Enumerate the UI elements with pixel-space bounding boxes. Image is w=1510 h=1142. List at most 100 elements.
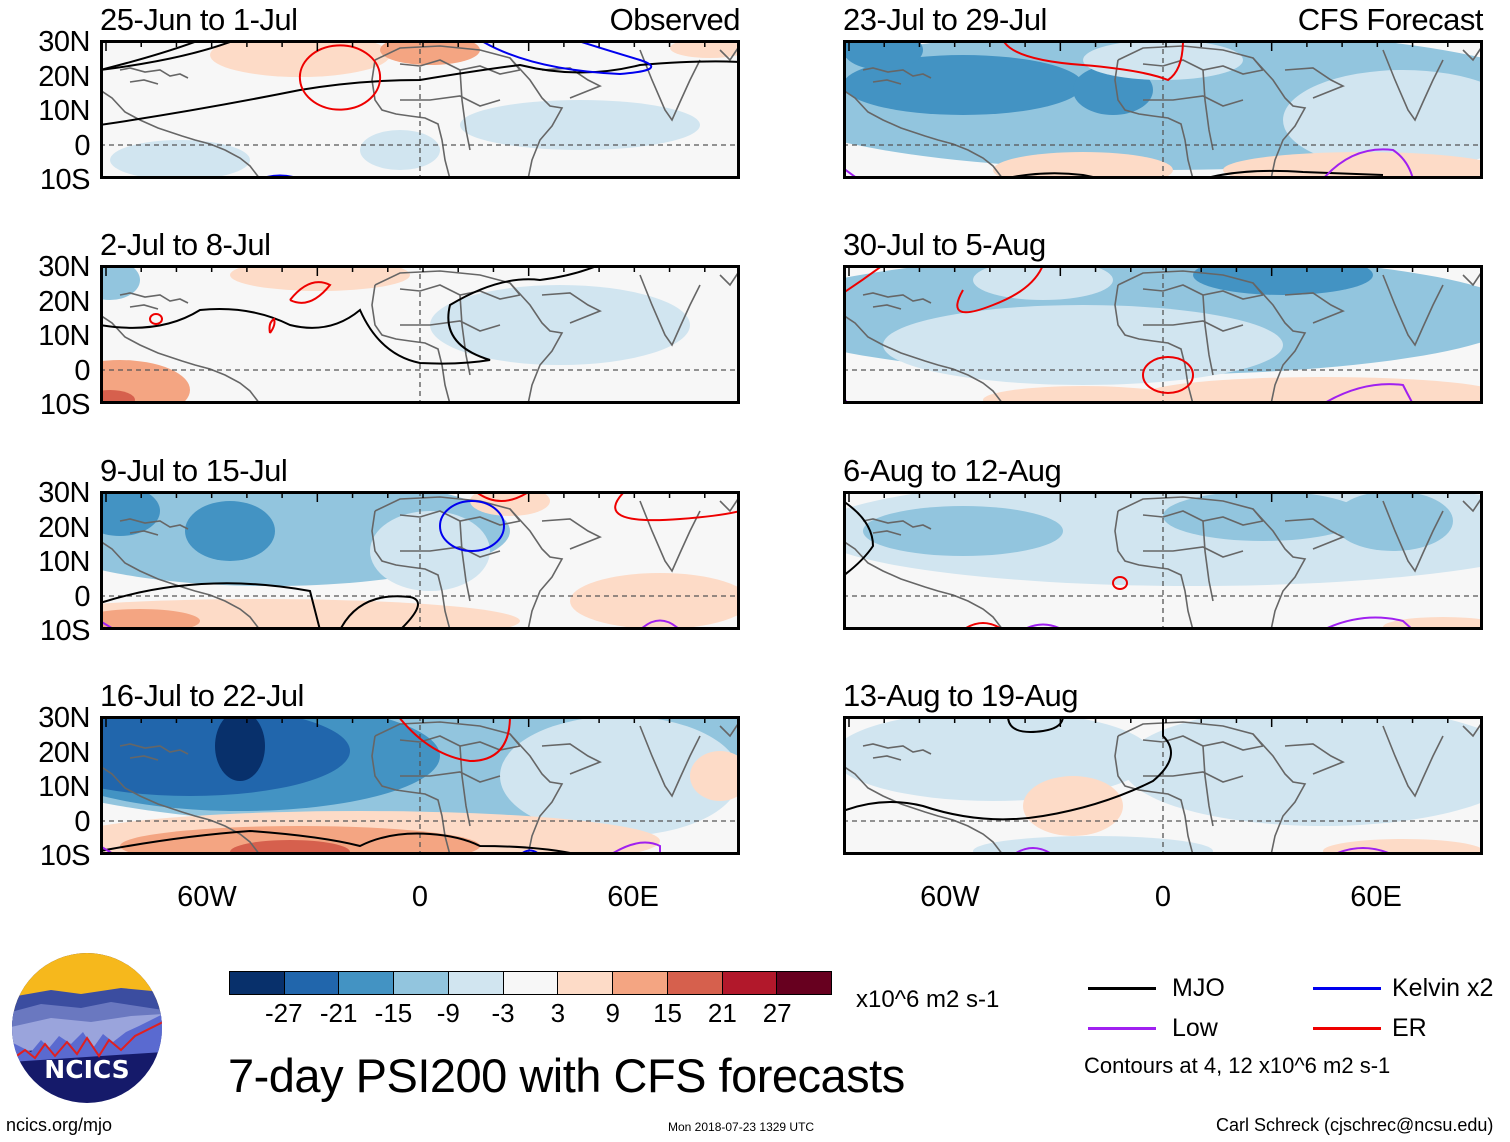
map-frame	[843, 716, 1483, 855]
lon-tick-label: 60W	[920, 881, 980, 913]
contour-kelvin-x2	[522, 849, 538, 852]
coastline	[1382, 274, 1444, 347]
coastline	[862, 743, 932, 755]
ncics-logo: NCICS	[11, 952, 163, 1104]
anomaly-shading	[570, 573, 737, 627]
anomaly-shading	[500, 719, 737, 836]
coastline	[872, 79, 902, 85]
colorbar-swatch	[230, 972, 285, 994]
contour-er	[149, 313, 164, 325]
coastline	[541, 518, 602, 550]
anomaly-shading	[430, 285, 690, 365]
lon-tick-label: 0	[1154, 881, 1172, 913]
legend-line-low	[1088, 1027, 1156, 1030]
coastline	[719, 499, 737, 513]
contour-kelvin-x2	[439, 500, 506, 552]
coastline	[400, 320, 501, 332]
website-link[interactable]: ncics.org/mjo	[6, 1115, 113, 1135]
coastline	[862, 292, 932, 304]
colorbar-tick-label: -9	[436, 998, 460, 1028]
anomaly-shading	[1323, 839, 1480, 852]
coastline	[129, 530, 159, 536]
coastline	[129, 79, 159, 85]
anomaly-shading	[1193, 268, 1373, 295]
coastline	[509, 508, 564, 627]
contour-low	[1327, 616, 1412, 627]
lat-tick-label: 30N	[38, 26, 90, 58]
lon-tick-label: 60W	[177, 881, 237, 913]
coastline	[846, 316, 1002, 401]
coastline	[846, 767, 1002, 852]
contour-low	[846, 399, 848, 401]
lat-tick-label: 20N	[38, 736, 90, 769]
map-panel-forecast-4: 13-Aug to 19-Aug 60W 0 60E	[843, 680, 1483, 912]
contour-er	[399, 719, 511, 763]
contour-low	[103, 621, 112, 627]
panel-period-title: 23-Jul to 29-Jul	[843, 2, 1047, 37]
contour-low	[1015, 847, 1051, 852]
lat-tick-label: 0	[74, 580, 90, 613]
contour-low	[1324, 148, 1414, 176]
coastline	[103, 542, 259, 627]
lat-tick-label: 30N	[38, 477, 90, 509]
colorbar-swatch	[284, 972, 340, 994]
legend-line-er	[1313, 1027, 1381, 1030]
anomaly-shading	[1123, 719, 1480, 826]
coastline	[862, 67, 932, 79]
anomaly-shading	[973, 268, 1113, 300]
contour-er	[1003, 43, 1184, 82]
map-frame	[100, 716, 740, 855]
anomaly-shading	[1163, 494, 1363, 541]
coastline	[1143, 95, 1244, 107]
logo-text: NCICS	[44, 1055, 129, 1084]
anomaly-shading	[185, 501, 275, 561]
contour-er	[298, 44, 382, 111]
anomaly-shading	[103, 599, 520, 627]
colorbar-tick-label: -27	[265, 998, 303, 1028]
map-frame	[843, 491, 1483, 630]
map-frame	[100, 491, 740, 630]
map-frame	[843, 40, 1483, 179]
map-canvas	[103, 43, 737, 176]
anomaly-shading	[670, 43, 737, 58]
coastline	[1284, 67, 1345, 99]
anomaly-shading	[1143, 377, 1480, 401]
coastline	[872, 304, 902, 310]
anomaly-shading	[883, 305, 1283, 385]
coastline	[371, 510, 451, 627]
coastline	[1114, 284, 1194, 401]
map-frame	[100, 265, 740, 404]
map-panel-observed-1: 25-Jun to 1-Jul Observed 30N 20N 10N 0 10S	[38, 4, 740, 195]
map-panel-forecast-3: 6-Aug to 12-Aug	[843, 455, 1483, 630]
contour-er	[289, 281, 332, 304]
lat-tick-label: 10N	[38, 546, 90, 578]
anomaly-shading	[120, 826, 480, 852]
coastline	[1143, 546, 1244, 558]
anomaly-shading	[230, 840, 350, 852]
anomaly-shading	[690, 751, 737, 801]
colorbar-swatch	[777, 972, 832, 994]
coastline	[459, 294, 471, 376]
legend-label-mjo: MJO	[1172, 974, 1225, 1002]
panel-period-title: 30-Jul to 5-Aug	[843, 227, 1046, 262]
colorbar-tick-label: -15	[374, 998, 413, 1028]
contour-low	[1026, 623, 1060, 627]
coastline	[119, 743, 189, 755]
lat-tick-label: 20N	[38, 285, 90, 318]
coastline	[400, 771, 501, 783]
lat-tick-label: 10N	[38, 771, 90, 803]
contour-mjo	[1210, 169, 1384, 176]
map-canvas	[846, 43, 1480, 176]
coastline	[129, 304, 159, 310]
coastline	[119, 292, 189, 304]
lat-tick-label: 30N	[38, 702, 90, 734]
anomaly-shading	[973, 836, 1213, 852]
coastline	[129, 755, 159, 761]
panel-period-title: 13-Aug to 19-Aug	[843, 678, 1079, 713]
lat-tick-label: 10S	[39, 389, 91, 421]
contour-mjo	[1012, 172, 1094, 176]
coastline	[719, 48, 737, 62]
map-panel-forecast-1: 23-Jul to 29-Jul CFS Forecast	[843, 4, 1484, 179]
coastline	[459, 520, 471, 602]
coastline	[1202, 294, 1214, 376]
